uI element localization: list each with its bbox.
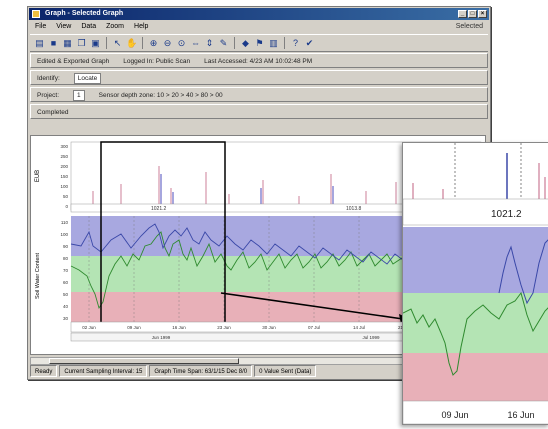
info-row-1: Edited & Exported Graph Logged In: Publi… [30,53,488,68]
bottom-y-tick: 60 [63,280,69,285]
soil-water-trace-2 [70,223,428,267]
zoom-band-lower [403,353,548,401]
status-bar: Ready Current Sampling Interval: 15 Grap… [30,365,488,377]
bottom-y-tick: 100 [60,232,68,237]
top-y-tick: 250 [60,154,68,159]
top-y-tick: 100 [60,184,68,189]
minimize-button[interactable]: _ [458,10,467,18]
zoom-in-icon[interactable]: ⊕ [149,37,158,48]
menu-bar: File View Data Zoom Help Selected [30,21,488,32]
x-tick: 30 Jun [262,325,276,330]
menu-view[interactable]: View [56,23,72,30]
info-row-4: Completed [30,104,488,119]
menu-status-text: Selected [455,23,483,30]
bottom-y-tick: 90 [63,244,69,249]
annotate-icon[interactable]: ✎ [219,37,228,48]
chart-icon[interactable]: ▥ [269,37,278,48]
new-icon[interactable]: ▤ [35,37,44,48]
toolbar-separator [142,37,143,49]
drawdown-arrow [220,292,404,320]
toolbar-separator [106,37,107,49]
zoom-y-icon[interactable]: ⇕ [205,37,214,48]
completed-label: Completed [37,109,69,116]
zoom-x-tick: 16 Jun [507,410,534,420]
identify-field[interactable]: Locate [73,73,102,84]
status-sampling: Current Sampling Interval: 15 [59,365,148,377]
status-timespan: Graph Time Span: 63/1/15 Dec 8/0 [149,365,253,377]
hand-icon[interactable]: ✋ [126,37,138,48]
info-row-3: Project: 1 Sensor depth zone: 10 > 20 > … [30,87,488,102]
window-title: Graph - Selected Graph [45,10,124,17]
marker-icon[interactable]: ◆ [242,37,249,48]
zoom-marker-strip [402,198,548,226]
zoom-soil-water-trace [402,291,548,376]
info-row-2: Identify: Locate [30,70,488,85]
app-icon [32,10,40,18]
scrollbar-thumb[interactable] [49,358,239,364]
bottom-y-tick: 50 [63,292,69,297]
zoom-out-icon[interactable]: ⊖ [163,37,172,48]
save-icon[interactable]: ■ [50,37,57,48]
project-field[interactable]: 1 [73,90,85,101]
x-group-label: Jul 1999 [362,335,380,340]
menu-zoom[interactable]: Zoom [106,23,125,30]
help-icon[interactable]: ? [292,37,298,48]
x-tick: 07 Jul [308,325,320,330]
zoom-svg: 1021.2 09 Jun 16 Jun [402,143,548,425]
status-values: 0 Value Sent (Data) [254,365,317,377]
toolbar: ▤ ■ ▦ ❐ ▣ ↖ ✋ ⊕ ⊖ ⊙ ⇔ ⇕ ✎ ◆ ⚑ ▥ ? ✔ [30,34,488,52]
zoom-fit-icon[interactable]: ⊙ [177,37,186,48]
close-button[interactable]: × [478,10,487,18]
zoom-top-panel [403,143,548,199]
project-label: Project: [37,92,60,99]
identify-label: Identify: [37,75,60,82]
top-y-tick: 50 [63,194,69,199]
top-marker-label: 1021.2 [151,206,167,212]
soil-water-trace-1 [70,231,432,310]
sensor-depth-text: Sensor depth zone: 10 > 20 > 40 > 80 > 0… [98,92,223,99]
maximize-button[interactable]: □ [468,10,477,18]
zoom-x-icon[interactable]: ⇔ [191,37,200,48]
bottom-y-tick: 40 [63,304,69,309]
bottom-y-tick: 80 [63,256,69,261]
zoom-marker-label: 1021.2 [491,209,522,220]
zoom-x-tick: 09 Jun [441,410,468,420]
info-edited: Edited & Exported Graph [37,58,110,65]
bottom-y-tick: 70 [63,268,69,273]
paste-icon[interactable]: ▣ [91,37,100,48]
menu-help[interactable]: Help [134,23,149,30]
zoom-blue-trace [498,239,548,305]
flag-icon[interactable]: ⚑ [255,37,264,48]
zoom-inset-panel: 1021.2 09 Jun 16 Jun [402,142,548,425]
x-group-label: Jun 1999 [152,335,171,340]
x-tick: 16 Jun [172,325,186,330]
cursor-icon[interactable]: ↖ [113,37,122,48]
info-last-accessed: Last Accessed: 4/23 AM 10:02:48 PM [204,58,313,65]
bottom-y-axis-label: Soil Water Content [35,253,41,299]
bottom-y-tick: 110 [61,220,69,225]
title-bar: Graph - Selected Graph _ □ × [29,8,489,20]
x-tick: 23 Jun [217,325,231,330]
pin-icon[interactable]: ✔ [305,37,314,48]
x-tick: 09 Jun [127,325,141,330]
top-y-tick: 0 [65,204,68,209]
x-tick: 02 Jun [82,325,96,330]
zoom-band-upper [403,227,548,293]
print-icon[interactable]: ▦ [63,37,72,48]
status-ready: Ready [30,365,58,377]
toolbar-separator [284,37,285,49]
menu-data[interactable]: Data [81,23,97,30]
copy-icon[interactable]: ❐ [77,37,86,48]
zoom-rainfall-spikes [412,163,546,199]
top-y-tick: 200 [60,164,68,169]
bottom-y-tick: 30 [63,316,69,321]
top-y-axis-label: EUB [35,170,41,182]
menu-file[interactable]: File [35,23,47,30]
top-y-tick: 150 [60,174,68,179]
x-tick: 14 Jul [353,325,365,330]
toolbar-separator [234,37,235,49]
top-marker-label: 1013.8 [346,206,362,212]
info-logged-in: Logged In: Public Scan [123,58,191,65]
top-y-tick: 300 [60,144,68,149]
